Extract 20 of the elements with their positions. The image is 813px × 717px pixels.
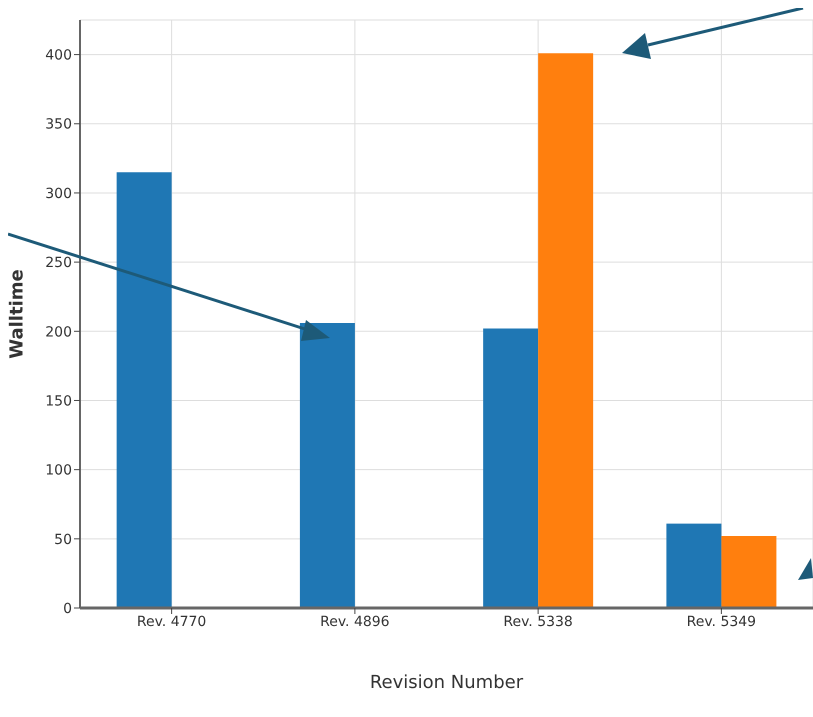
y-tick-label: 50 xyxy=(54,532,72,548)
x-tick-label: Rev. 5338 xyxy=(503,614,573,630)
x-tick-label: Rev. 4770 xyxy=(136,614,206,630)
x-axis-title: Revision Number xyxy=(370,672,524,693)
y-tick-label: 250 xyxy=(45,255,72,272)
y-tick-label: 100 xyxy=(45,462,72,479)
y-axis-title: Walltime xyxy=(6,269,28,359)
x-tick-label: Rev. 5349 xyxy=(686,614,756,630)
y-tick-label: 300 xyxy=(45,186,72,202)
bar xyxy=(538,53,594,608)
bar xyxy=(483,328,538,608)
bar xyxy=(666,524,722,608)
y-tick-label: 200 xyxy=(45,324,72,340)
x-tick-label: Rev. 4896 xyxy=(320,614,390,630)
y-tick-label: 150 xyxy=(45,393,72,410)
bar xyxy=(721,536,776,608)
y-tick-label: 400 xyxy=(45,48,72,64)
bar xyxy=(116,172,172,608)
y-tick-label: 350 xyxy=(45,116,72,133)
y-tick-label: 0 xyxy=(63,600,72,617)
